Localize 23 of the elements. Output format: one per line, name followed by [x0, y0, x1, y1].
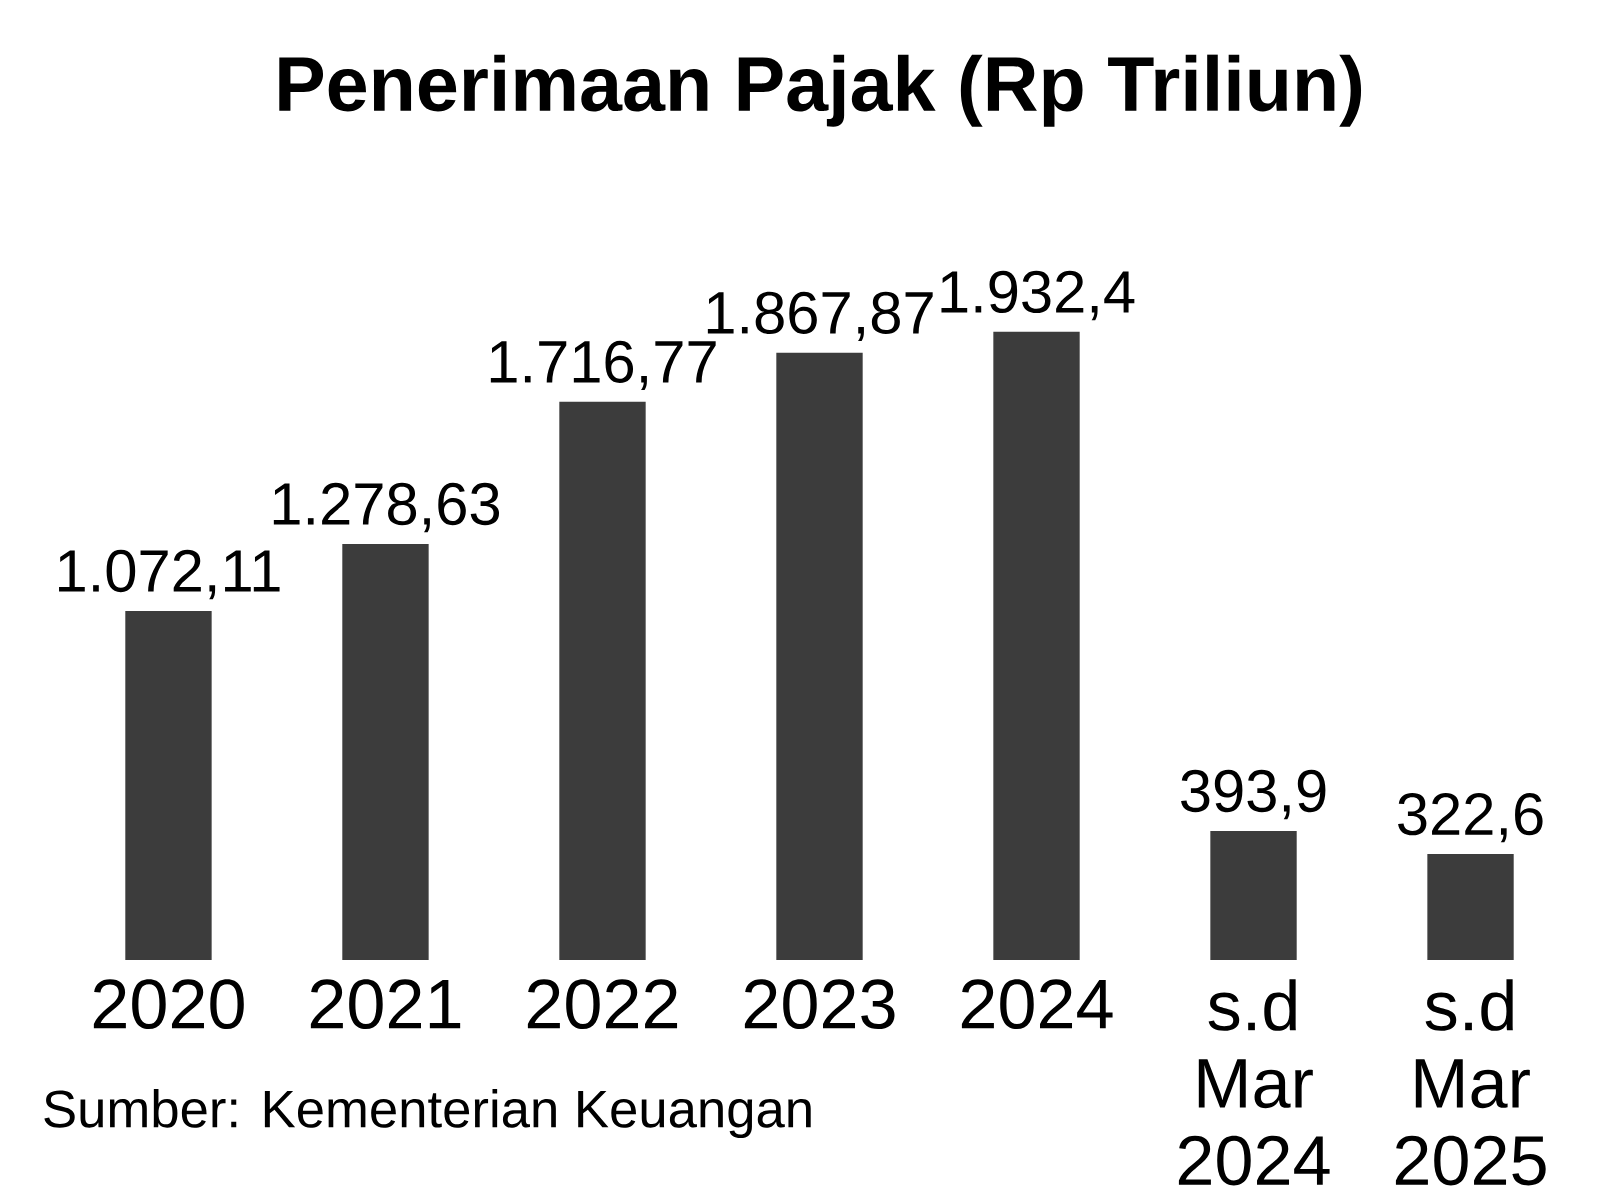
bar: [559, 401, 646, 961]
data-label: 1.867,87: [707, 291, 933, 341]
x-tick-label: 2021: [310, 979, 461, 1029]
bar: [1427, 853, 1514, 961]
data-label: 1.278,63: [273, 482, 500, 533]
bar: [125, 610, 212, 961]
bar: [342, 543, 429, 961]
x-tick-label: 2020: [93, 979, 244, 1029]
chart-title: Penerimaan Pajak (Rp Triliun): [279, 54, 1362, 127]
bar: [776, 352, 863, 961]
data-label: 1.932,4: [941, 270, 1135, 321]
data-label: 393,9: [1181, 769, 1326, 820]
x-tick-label: 2024: [961, 979, 1113, 1029]
x-tick-label: 2023: [744, 979, 895, 1029]
x-tick-label: s.d Mar 2025: [1395, 979, 1546, 1186]
x-tick-label: 2022: [527, 979, 678, 1029]
x-tick-label: s.d Mar 2024: [1178, 979, 1330, 1186]
bar: [993, 331, 1080, 961]
data-label: 322,6: [1398, 792, 1543, 843]
text: Sumber: Kementerian Keuangan: [44, 1088, 811, 1139]
bar: [1210, 830, 1297, 961]
data-label: 1.716,77: [490, 340, 716, 391]
data-label: 1.072,11: [59, 549, 280, 600]
